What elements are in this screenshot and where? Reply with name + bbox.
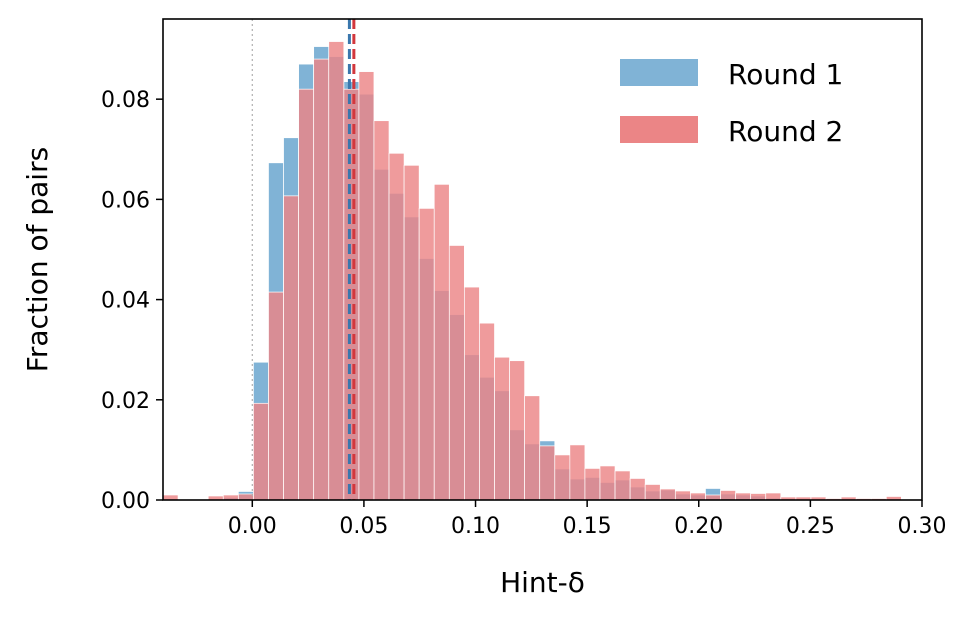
legend-label-round-1: Round 1 xyxy=(728,58,843,91)
histogram-bar xyxy=(539,445,556,501)
x-tick-label: 0.30 xyxy=(898,514,947,539)
histogram-bar xyxy=(750,493,767,501)
histogram-bar xyxy=(509,360,525,501)
histogram-bar xyxy=(554,454,571,501)
plot-frame xyxy=(162,18,923,501)
x-tick-label: 0.05 xyxy=(339,514,388,539)
legend: Round 1 Round 2 xyxy=(620,58,843,148)
histogram-bar xyxy=(433,183,450,501)
histogram-bar xyxy=(388,152,405,501)
histogram-bar xyxy=(313,58,330,501)
histogram-bar xyxy=(418,208,435,501)
histogram-bar xyxy=(328,41,345,501)
histogram-bar xyxy=(629,478,646,501)
histogram-bar xyxy=(403,164,420,501)
histogram-bar xyxy=(614,470,631,501)
histogram-bar xyxy=(464,286,480,501)
histogram-bar xyxy=(765,492,782,501)
histogram-bar xyxy=(237,493,254,501)
x-axis-label: Hint-δ xyxy=(500,566,585,599)
histogram-bar xyxy=(720,490,736,501)
x-tick-label: 0.20 xyxy=(674,514,723,539)
histogram-bar xyxy=(569,444,586,501)
histogram-bar xyxy=(283,195,299,501)
histogram-bar xyxy=(298,88,315,501)
histogram-bar xyxy=(584,468,601,501)
histogram-bar xyxy=(494,356,510,501)
x-tick-label: 0.25 xyxy=(786,514,835,539)
y-tick-label: 0.04 xyxy=(101,289,150,314)
x-tick-label: 0.10 xyxy=(451,514,500,539)
histogram-bar xyxy=(599,465,616,501)
histogram-bar xyxy=(674,490,691,501)
histogram-bar xyxy=(690,492,706,501)
x-tick-label: 0.00 xyxy=(228,514,277,539)
y-tick-label: 0.02 xyxy=(101,389,150,414)
histogram-bar xyxy=(524,395,541,501)
legend-label-round-2: Round 2 xyxy=(728,115,843,148)
legend-swatch-round-2 xyxy=(620,116,698,143)
y-axis-ticks: 0.00 0.02 0.04 0.06 0.08 xyxy=(101,88,163,514)
x-axis-ticks: 0.00 0.05 0.10 0.15 0.20 0.25 0.30 xyxy=(228,500,947,539)
legend-swatch-round-1 xyxy=(620,59,698,86)
histogram-bar xyxy=(644,484,661,501)
y-tick-label: 0.06 xyxy=(101,188,150,213)
histogram-bar xyxy=(659,488,676,501)
y-tick-label: 0.00 xyxy=(101,489,150,514)
histogram-bar xyxy=(343,88,360,501)
histogram-bar xyxy=(358,71,375,501)
histogram-bar xyxy=(373,120,390,501)
y-tick-label: 0.08 xyxy=(101,88,150,113)
y-axis-label: Fraction of pairs xyxy=(21,147,54,372)
x-tick-label: 0.15 xyxy=(563,514,612,539)
histogram-bar xyxy=(268,291,284,501)
histogram-bar xyxy=(479,322,495,501)
histogram-bar xyxy=(448,245,465,501)
histogram-bar xyxy=(735,492,752,501)
histogram-bar xyxy=(253,402,269,501)
